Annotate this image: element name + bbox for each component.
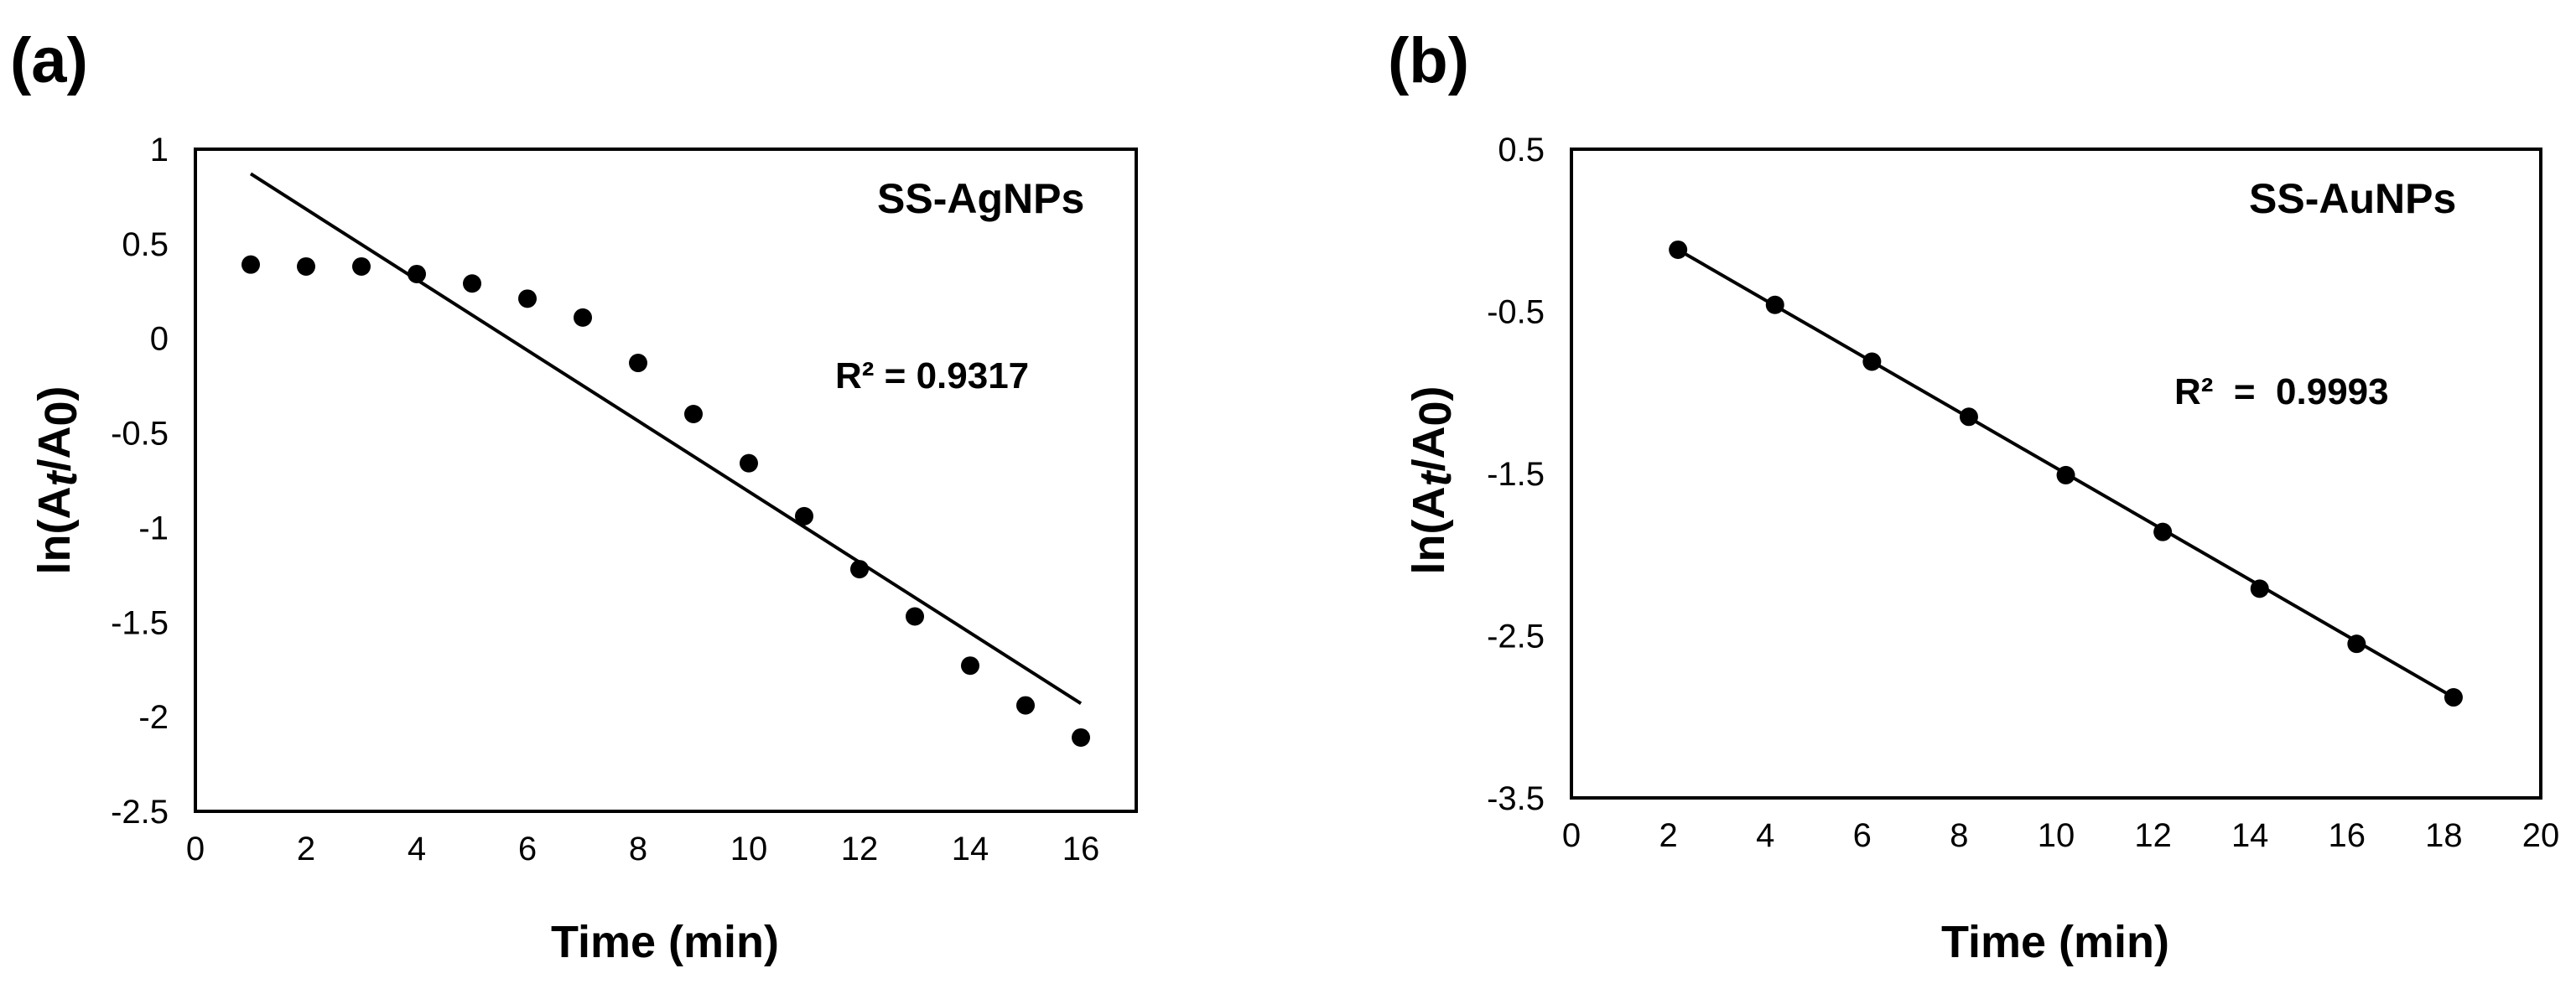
panel-b-y-tick-labels: 0.5 -0.5 -1.5 -2.5 -3.5 [1487, 132, 1545, 817]
panel-b-series-label: SS-AuNPs [2249, 175, 2456, 222]
panel-a-fit [249, 172, 1083, 706]
panel-a-fit-line [249, 172, 1083, 706]
panel-b-x-tick-5: 10 [2038, 817, 2075, 854]
panel-a-data-point [242, 255, 260, 274]
panel-a-data-point [684, 405, 703, 423]
panel-a-data-point [1072, 728, 1090, 747]
panel-a-data-point [740, 453, 758, 473]
panel-a: (a) SS-AgNPs R² = 0.9317 Time (min) ln(A… [10, 25, 1138, 967]
panel-b-x-tick-7: 14 [2231, 817, 2269, 854]
panel-a-data-point [574, 308, 592, 327]
panel-b-y-tick-3: -2.5 [1487, 619, 1545, 655]
panel-a-data-point [463, 274, 481, 293]
panel-a-data-point [408, 264, 426, 283]
panel-a-x-tick-labels: 0 2 4 6 8 10 12 14 16 [186, 831, 1099, 867]
panel-b-y-axis-title: ln(At/A0) [1404, 386, 1461, 575]
panel-b-x-tick-8: 16 [2329, 817, 2366, 854]
panel-b-x-tick-1: 2 [1659, 817, 1677, 854]
panel-b-data-point [1765, 295, 1784, 314]
panel-b-r-squared: R² = 0.9993 [2174, 371, 2389, 412]
panel-a-y-tick-5: -1.5 [111, 604, 169, 641]
panel-a-x-tick-5: 10 [730, 831, 768, 867]
panel-a-y-tick-4: -1 [138, 510, 169, 546]
panel-b-y-title-part: ) [1404, 386, 1454, 401]
panel-a-y-title-part: ln(A [29, 487, 80, 575]
panel-a-data-point [906, 607, 924, 626]
panel-a-x-tick-3: 6 [518, 831, 537, 867]
panel-b-x-tick-10: 20 [2522, 817, 2560, 854]
panel-a-y-tick-0: 1 [150, 132, 169, 168]
panel-b-y-title-part: ln(A [1404, 487, 1454, 575]
panel-b-data-point [2056, 465, 2075, 484]
panel-b-data-point [1959, 407, 1978, 427]
panel-a-y-tick-1: 0.5 [122, 226, 169, 263]
panel-b-x-tick-6: 12 [2134, 817, 2172, 854]
panel-b-label: (b) [1388, 25, 1469, 96]
panel-a-y-tick-3: -0.5 [111, 416, 169, 453]
panel-a-data-point [518, 289, 537, 308]
panel-a-label: (a) [10, 25, 88, 96]
panel-a-r-squared: R² = 0.9317 [835, 355, 1029, 396]
panel-b-points [1669, 240, 2463, 707]
panel-a-data-point [297, 256, 315, 276]
panel-a-y-tick-2: 0 [150, 321, 169, 358]
panel-a-points [242, 255, 1090, 747]
panel-b-y-tick-2: -1.5 [1487, 456, 1545, 493]
panel-b: (b) SS-AuNPs R² = 0.9993 Time (min) ln(A… [1388, 25, 2559, 967]
panel-b-plot-frame [1570, 148, 2542, 800]
panel-b-y-tick-4: -3.5 [1487, 780, 1545, 817]
panel-b-data-point [2250, 579, 2269, 598]
panel-a-y-tick-7: -2.5 [111, 794, 169, 831]
panel-a-y-tick-labels: 1 0.5 0 -0.5 -1 -1.5 -2 -2.5 [111, 132, 169, 831]
panel-b-data-point [1862, 352, 1882, 371]
panel-a-data-point [961, 656, 979, 676]
panel-a-y-title-part: /A [29, 427, 80, 472]
panel-a-x-tick-0: 0 [186, 831, 205, 867]
panel-a-y-axis-title: ln(At/A0) [29, 386, 86, 575]
panel-b-x-tick-9: 18 [2425, 817, 2463, 854]
panel-b-y-title-sub-0: 0 [1410, 401, 1461, 426]
panel-a-plot-frame [194, 148, 1138, 813]
panel-b-y-tick-0: 0.5 [1498, 132, 1545, 168]
panel-a-x-axis-title: Time (min) [551, 917, 779, 967]
panel-a-y-title-part: ) [29, 386, 80, 401]
panel-b-x-tick-0: 0 [1562, 817, 1581, 854]
panel-a-data-point [850, 560, 869, 579]
panel-a-x-tick-7: 14 [952, 831, 989, 867]
panel-b-x-tick-labels: 0 2 4 6 8 10 12 14 16 18 20 [1562, 817, 2559, 854]
panel-b-data-point [1669, 240, 1688, 259]
panel-b-x-tick-4: 8 [1950, 817, 1968, 854]
panel-a-x-tick-6: 12 [841, 831, 879, 867]
panel-b-data-point [2347, 634, 2366, 654]
panel-a-y-title-sub-t: t [36, 470, 86, 487]
panel-b-data-point [2153, 522, 2173, 541]
panel-a-data-point [352, 256, 371, 276]
panel-a-x-tick-2: 4 [408, 831, 426, 867]
panel-b-x-axis-title: Time (min) [1941, 917, 2169, 967]
panel-a-data-point [1016, 696, 1035, 715]
panel-a-y-tick-6: -2 [138, 699, 169, 736]
panel-b-y-title-sub-t: t [1410, 470, 1461, 487]
panel-a-data-point [629, 354, 647, 373]
panel-b-x-tick-3: 6 [1853, 817, 1872, 854]
panel-a-x-tick-1: 2 [297, 831, 315, 867]
panel-a-x-tick-8: 16 [1062, 831, 1100, 867]
panel-a-y-title-sub-0: 0 [36, 401, 86, 426]
panel-a-series-label: SS-AgNPs [877, 175, 1084, 222]
panel-b-data-point [2444, 688, 2463, 707]
panel-b-y-title-part: /A [1404, 427, 1454, 472]
panel-a-data-point [795, 506, 813, 526]
panel-a-x-tick-4: 8 [629, 831, 647, 867]
panel-b-y-tick-1: -0.5 [1487, 294, 1545, 331]
panel-b-x-tick-2: 4 [1756, 817, 1774, 854]
